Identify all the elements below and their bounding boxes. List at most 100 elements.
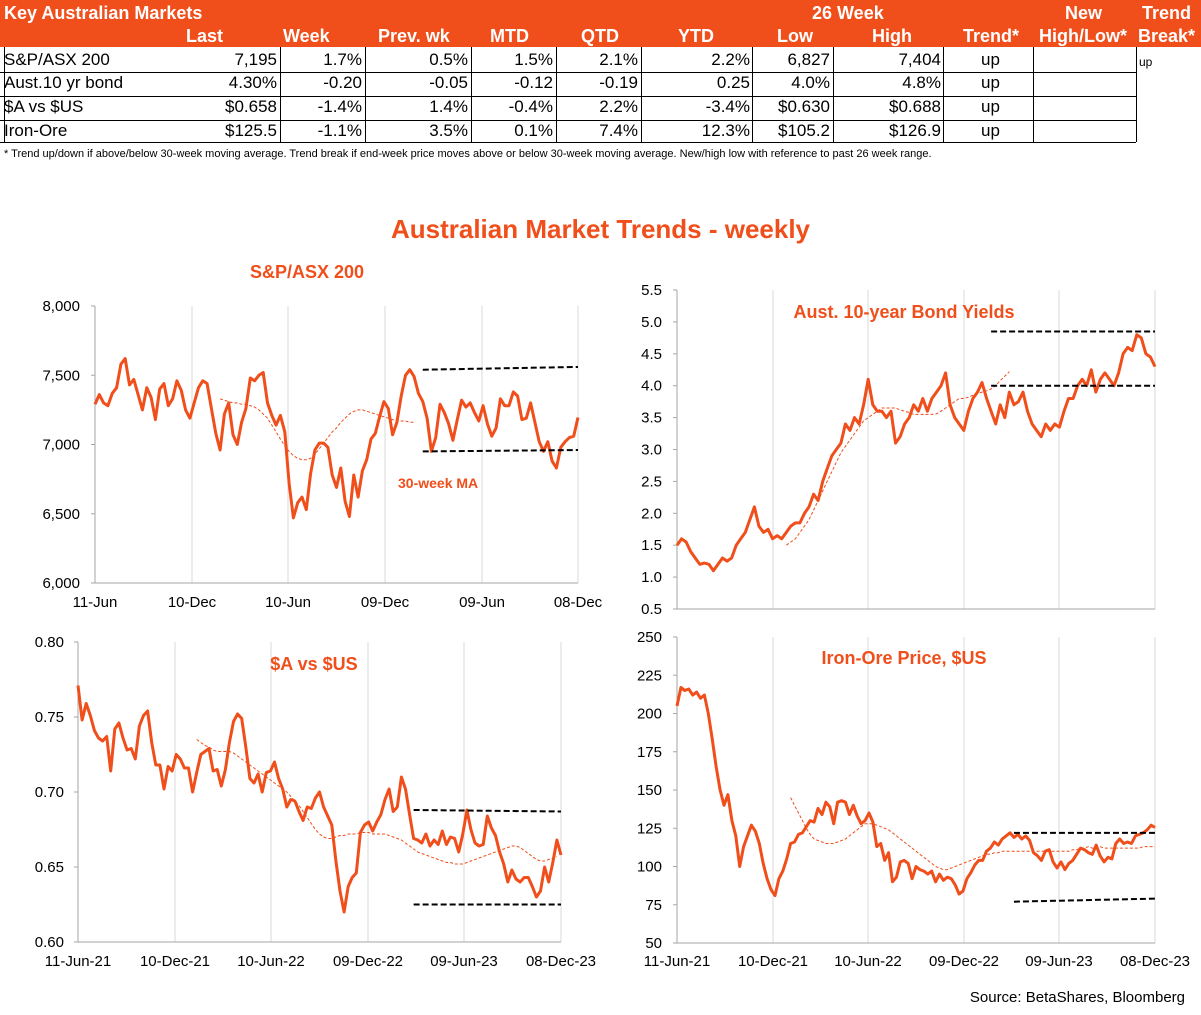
y-tick-label: 6,000: [42, 575, 80, 592]
cell-last: $125.5: [225, 121, 277, 140]
cell-week: -1.4%: [317, 97, 362, 116]
cell-low: 6,827: [787, 50, 830, 69]
table-row-divider: [0, 120, 1136, 121]
moving-average-line: [790, 797, 1155, 871]
x-tick-label: 09-Dec-22: [929, 953, 999, 970]
cell-high: $126.9: [889, 121, 941, 140]
moving-average-line: [786, 371, 1010, 546]
y-tick-label: 5.5: [641, 282, 662, 299]
cell-prev: 0.5%: [429, 50, 468, 69]
cell-last: $0.658: [225, 97, 277, 116]
y-tick-label: 2.5: [641, 473, 662, 490]
y-tick-label: 0.60: [35, 934, 64, 951]
cell-ytd: -3.4%: [705, 97, 750, 116]
x-tick-label: 08-Dec-23: [1120, 953, 1190, 970]
header-high: High: [872, 26, 912, 46]
header-new-1: New: [1065, 3, 1103, 23]
y-tick-label: 200: [637, 706, 662, 723]
cell-ytd: 0.25: [716, 73, 750, 92]
cell-ytd: 2.2%: [711, 50, 750, 69]
x-tick-label: 09-Dec-22: [333, 953, 403, 970]
cell-last: 7,195: [234, 50, 277, 69]
cell-mtd: -0.12: [514, 73, 553, 92]
y-tick-label: 75: [645, 897, 662, 914]
cell-high: 7,404: [898, 50, 941, 69]
y-tick-label: 0.75: [35, 709, 64, 726]
y-tick-label: 50: [645, 935, 662, 952]
y-tick-label: 1.5: [641, 537, 662, 554]
table-row-divider: [0, 72, 1136, 73]
y-tick-label: 250: [637, 629, 662, 646]
range-band-line: [422, 365, 579, 371]
table-grid-line: [556, 47, 557, 142]
table-row: $A vs $US $0.658 -1.4% 1.4% -0.4% 2.2% -3.4% $0…: [0, 96, 1201, 119]
x-tick-label: 11-Jun-21: [644, 953, 710, 970]
table-header: Key Australian Markets 26 Week New Trend…: [0, 0, 1201, 47]
header-26-week: 26 Week: [812, 3, 884, 23]
x-tick-label: 09-Dec: [361, 594, 410, 611]
price-line: [93, 357, 580, 520]
y-tick-label: 0.65: [35, 859, 64, 876]
cell-trend: up: [981, 73, 1000, 92]
cell-prev: -0.05: [429, 73, 468, 92]
header-ytd: YTD: [678, 26, 714, 46]
header-prev-wk: Prev. wk: [378, 26, 450, 46]
y-tick-label: 100: [637, 859, 662, 876]
cell-qtd: 2.2%: [599, 97, 638, 116]
x-tick-label: 09-Jun: [459, 594, 505, 611]
table-footnote: * Trend up/down if above/below 30-week m…: [4, 148, 932, 160]
y-tick-label: 6,500: [42, 506, 80, 523]
y-tick-label: 3.5: [641, 410, 662, 427]
cell-high: $0.688: [889, 97, 941, 116]
y-tick-label: 7,000: [42, 437, 80, 454]
table-grid-line: [833, 47, 834, 142]
cell-trend: up: [981, 121, 1000, 140]
table-grid-line: [1136, 47, 1137, 142]
table-row: Iron-Ore $125.5 -1.1% 3.5% 0.1% 7.4% 12.3% $105…: [0, 120, 1201, 143]
row-name: S&P/ASX 200: [4, 50, 110, 69]
cell-week: -0.20: [323, 73, 362, 92]
x-tick-label: 10-Jun: [265, 594, 311, 611]
cell-trend: up: [981, 97, 1000, 116]
cell-week: -1.1%: [317, 121, 362, 140]
range-band-line: [413, 809, 562, 813]
y-tick-label: 7,500: [42, 367, 80, 384]
x-tick-label: 11-Jun: [73, 594, 118, 611]
cell-qtd: -0.19: [599, 73, 638, 92]
row-name: Iron-Ore: [4, 121, 68, 140]
y-tick-label: 2.0: [641, 505, 662, 522]
y-tick-label: 175: [637, 744, 662, 761]
x-tick-label: 10-Dec: [168, 594, 217, 611]
table-grid-line: [752, 47, 753, 142]
table-grid-line: [641, 47, 642, 142]
header-trend: Trend*: [963, 26, 1020, 46]
y-tick-label: 1.0: [641, 569, 662, 586]
x-tick-label: 11-Jun-21: [45, 953, 111, 970]
cell-qtd: 7.4%: [599, 121, 638, 140]
cell-week: 1.7%: [323, 50, 362, 69]
x-tick-label: 09-Jun-23: [1025, 953, 1093, 970]
table-row-divider: [0, 96, 1136, 97]
header-week: Week: [283, 26, 330, 46]
x-tick-label: 08-Dec: [554, 594, 603, 611]
table-grid-line: [471, 47, 472, 142]
x-tick-label: 10-Jun-22: [834, 953, 902, 970]
y-tick-label: 225: [637, 667, 662, 684]
header-trend-break-1: Trend: [1142, 3, 1192, 23]
x-tick-label: 08-Dec-23: [526, 953, 596, 970]
chart-title: S&P/ASX 200: [250, 262, 364, 282]
moving-average-line: [196, 739, 558, 865]
source-note: Source: BetaShares, Bloomberg: [969, 989, 1185, 1006]
y-tick-label: 0.70: [35, 784, 64, 801]
x-tick-label: 10-Dec-21: [738, 953, 808, 970]
y-tick-label: 3.0: [641, 442, 662, 459]
row-name: Aust.10 yr bond: [4, 73, 124, 92]
y-tick-label: 0.5: [641, 601, 662, 618]
cell-low: $105.2: [778, 121, 830, 140]
y-tick-label: 150: [637, 782, 662, 799]
table-grid-line: [4, 47, 5, 142]
header-low: Low: [777, 26, 813, 46]
cell-trend-break: up: [1139, 55, 1153, 69]
chart-title: Iron-Ore Price, $US: [821, 648, 986, 668]
markets-table: Key Australian Markets 26 Week New Trend…: [0, 0, 1201, 47]
